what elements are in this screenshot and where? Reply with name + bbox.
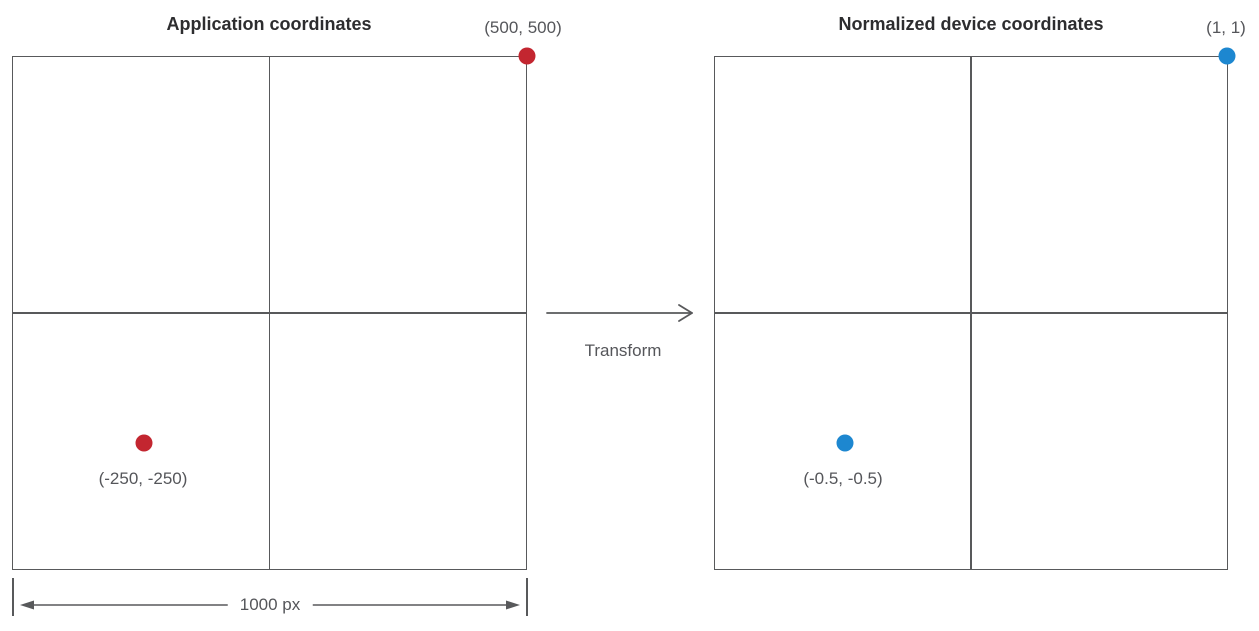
app-corner-point-dot [518, 47, 536, 65]
app-inner-point-label: (-250, -250) [98, 469, 188, 488]
dimension-right-tick [526, 578, 528, 616]
dimension-label: 1000 px [227, 595, 313, 615]
transform-label: Transform [584, 341, 662, 360]
dimension-left-tick [12, 578, 14, 616]
left-panel-title: Application coordinates [166, 14, 372, 34]
app-inner-point-dot [135, 434, 153, 452]
left-grid-horizontal-axis-line [13, 312, 526, 314]
normalized-device-coordinates-grid [714, 56, 1228, 570]
transform-arrow-icon [546, 304, 693, 322]
ndc-corner-point-label: (1, 1) [1206, 18, 1246, 37]
right-grid-horizontal-axis-line [715, 312, 1227, 314]
ndc-inner-point-label: (-0.5, -0.5) [803, 469, 883, 488]
right-panel-title: Normalized device coordinates [838, 14, 1104, 34]
ndc-corner-point-dot [1218, 47, 1236, 65]
app-corner-point-label: (500, 500) [484, 18, 562, 37]
ndc-inner-point-dot [836, 434, 854, 452]
application-coordinates-grid [12, 56, 527, 570]
